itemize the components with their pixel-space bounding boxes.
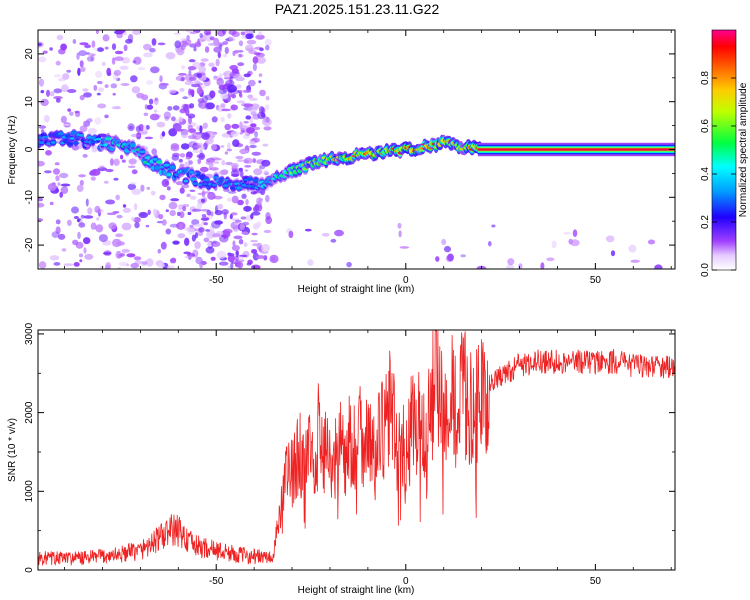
colorbar-gradient: [711, 29, 737, 271]
colorbar-tick-label: 0.8: [700, 71, 711, 85]
snr-xlabel: Height of straight line (km): [298, 585, 415, 596]
spectrogram-heatmap: [38, 30, 675, 269]
spectrogram-panel: -50 0 50 -20 -10 0 10 20 Height of straight lin…: [7, 29, 676, 295]
figure-title: PAZ1.2025.151.23.11.G22: [275, 1, 440, 17]
snr-frame: [37, 329, 676, 571]
colorbar-tick-label: 0.6: [700, 119, 711, 133]
snr-series-line: [38, 330, 675, 566]
y-tick-label: -20: [24, 237, 35, 252]
colorbar: 0.0 0.2 0.4 0.6 0.8 Normalized spectral ampl…: [700, 29, 749, 277]
x-tick-label: 50: [590, 275, 602, 286]
x-tick-label: 50: [590, 576, 602, 587]
y-tick-label: -10: [24, 190, 35, 205]
colorbar-ticks: 0.0 0.2 0.4 0.6 0.8: [700, 71, 736, 277]
y-tick-label: 0: [24, 567, 35, 573]
spectrogram-axes: -50 0 50 -20 -10 0 10 20: [24, 29, 675, 286]
y-tick-label: 20: [24, 48, 35, 60]
colorbar-label: Normalized spectral amplitude: [738, 82, 749, 217]
y-tick-label: 10: [24, 96, 35, 108]
x-tick-label: -50: [209, 576, 224, 587]
x-tick-label: 0: [403, 576, 409, 587]
x-tick-label: 0: [403, 275, 409, 286]
colorbar-tick-label: 0.2: [700, 215, 711, 229]
colorbar-tick-label: 0.0: [700, 263, 711, 277]
spectrogram-ylabel: Frequency (Hz): [7, 116, 18, 185]
colorbar-tick-label: 0.4: [700, 167, 711, 181]
y-tick-label: 2000: [24, 401, 35, 424]
x-tick-label: -50: [209, 275, 224, 286]
y-tick-label: 3000: [24, 322, 35, 345]
spectrogram-xlabel: Height of straight line (km): [298, 284, 415, 295]
snr-ylabel: SNR (10 * v/v): [7, 418, 18, 482]
y-tick-label: 0: [24, 146, 35, 152]
y-tick-label: 1000: [24, 480, 35, 503]
